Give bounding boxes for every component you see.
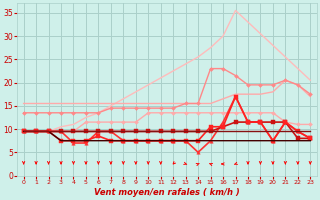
X-axis label: Vent moyen/en rafales ( km/h ): Vent moyen/en rafales ( km/h ) xyxy=(94,188,240,197)
